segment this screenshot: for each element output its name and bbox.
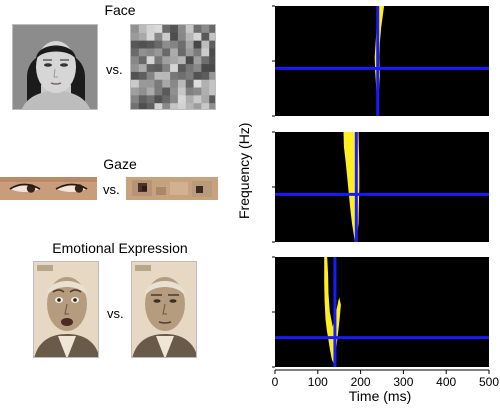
x-tick-label: 100 [308,375,328,389]
eyes-photo [0,177,97,200]
x-tick-label: 0 [272,375,279,389]
y-tick-label: 60 [270,7,272,21]
vs-label-gaze: vs. [103,182,120,197]
y-tick-label: 30 [270,227,272,241]
y-tick-label: 30 [270,101,272,115]
y-axis-label: Frequency (Hz) [236,122,252,219]
neutral-face-photo [131,261,197,358]
face-photo [12,24,98,110]
x-tick-label: 500 [479,375,499,389]
y-tick-label: 30 [270,352,272,366]
time-frequency-figure: 60 45 30 60 45 30 60 45 30 0 100 200 300 400 500 [258,0,500,407]
vs-label-emotional-expression: vs. [107,306,124,321]
y-tick-label: 45 [270,180,272,194]
tf-panel-background [275,257,489,367]
y-tick-label: 60 [270,258,272,272]
tf-panel-background [275,132,489,242]
y-tick-label: 45 [270,54,272,68]
condition-title-emotional-expression: Emotional Expression [52,240,188,256]
x-tick-label: 300 [393,375,413,389]
x-tick-label: 400 [436,375,456,389]
condition-title-gaze: Gaze [103,156,137,172]
condition-title-face: Face [104,2,136,18]
vs-label-face: vs. [106,62,123,77]
fearful-face-photo [33,261,99,358]
x-axis-label: Time (ms) [348,388,412,404]
tf-panel-background [275,6,489,116]
x-tick-label: 200 [351,375,371,389]
y-tick-label: 60 [270,133,272,147]
y-tick-label: 45 [270,305,272,319]
scrambled-eyes-image [126,177,218,200]
scrambled-face-image [130,24,216,110]
